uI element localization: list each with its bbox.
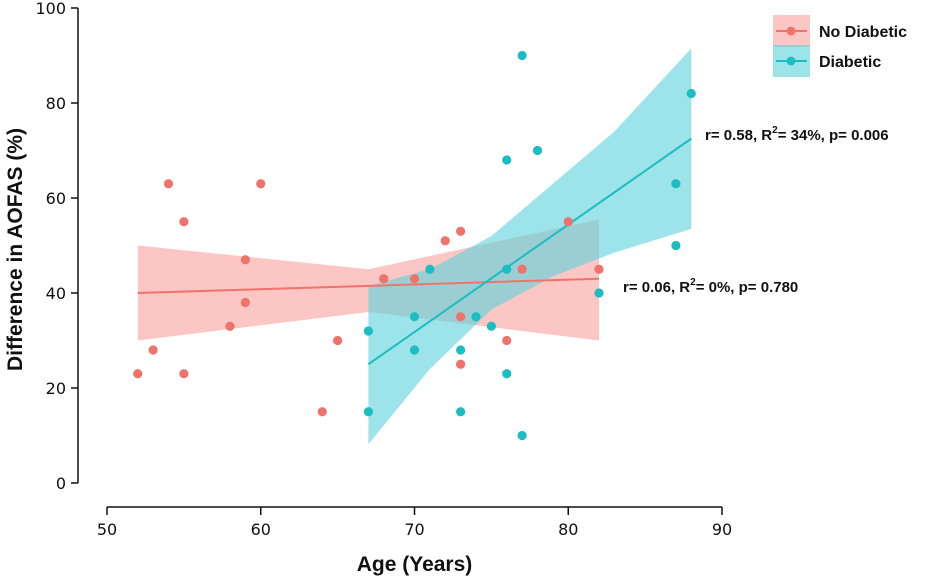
data-point-no-diabetic — [148, 345, 158, 355]
data-point-diabetic — [409, 345, 420, 355]
data-point-diabetic — [517, 430, 527, 441]
legend-swatch-point — [786, 26, 796, 36]
axes: 0 20 40 60 80 100 50 60 70 80 90 — [35, 0, 732, 539]
data-point-no-diabetic — [563, 217, 573, 227]
data-point-diabetic — [502, 155, 512, 165]
data-point-diabetic — [486, 321, 496, 331]
x-axis-title: Age (Years) — [357, 553, 473, 576]
data-point-no-diabetic — [225, 321, 235, 331]
fit-line-diabetic — [367, 137, 692, 366]
data-point-no-diabetic — [317, 407, 327, 417]
data-point-no-diabetic — [240, 255, 250, 265]
data-point-no-diabetic — [502, 335, 512, 346]
data-point-diabetic — [456, 407, 466, 417]
x-tick-label: 80 — [558, 520, 578, 539]
data-point-diabetic — [671, 240, 681, 251]
fit-line-no-diabetic — [137, 277, 600, 294]
data-point-no-diabetic — [179, 369, 189, 379]
data-point-no-diabetic — [256, 179, 266, 189]
stat-annotation-no-diabetic: r= 0.06, R2= 0%, p= 0.780 — [623, 277, 798, 296]
y-tick-label: 80 — [46, 94, 66, 113]
y-tick-label: 0 — [56, 474, 66, 493]
data-point-no-diabetic — [456, 312, 466, 322]
data-points — [133, 50, 696, 441]
data-point-no-diabetic — [440, 236, 450, 246]
annotations: r= 0.06, R2= 0%, p= 0.780 r= 0.58, R2= 34… — [623, 125, 889, 296]
data-point-no-diabetic — [333, 335, 343, 346]
x-tick-label: 70 — [404, 520, 424, 539]
data-point-no-diabetic — [179, 217, 189, 227]
legend-swatch-point — [786, 56, 796, 66]
y-tick-label: 40 — [46, 284, 66, 303]
legend: No Diabetic Diabetic — [773, 15, 907, 77]
data-point-diabetic — [594, 288, 604, 298]
data-point-diabetic — [532, 145, 543, 156]
y-tick-label: 20 — [46, 379, 66, 398]
data-point-no-diabetic — [456, 359, 466, 369]
data-point-no-diabetic — [240, 297, 250, 308]
y-tick-label: 100 — [35, 0, 66, 18]
legend-label-diabetic: Diabetic — [819, 54, 881, 71]
y-tick-label: 60 — [46, 189, 66, 208]
x-tick-label: 60 — [251, 520, 271, 539]
data-point-no-diabetic — [163, 179, 174, 189]
data-point-diabetic — [502, 369, 512, 379]
data-point-diabetic — [671, 179, 681, 189]
y-axis-title: Difference in AOFAS (%) — [4, 128, 27, 371]
stat-annotation-diabetic: r= 0.58, R2= 34%, p= 0.006 — [705, 125, 889, 144]
data-point-diabetic — [409, 312, 420, 322]
legend-label-no-diabetic: No Diabetic — [819, 24, 907, 41]
data-point-diabetic — [425, 264, 435, 274]
data-point-diabetic — [456, 345, 466, 355]
data-point-no-diabetic — [379, 274, 389, 284]
data-point-diabetic — [363, 407, 373, 417]
x-tick-label: 50 — [97, 520, 117, 539]
confidence-bands — [137, 48, 692, 445]
data-point-no-diabetic — [456, 226, 466, 236]
data-point-diabetic — [517, 50, 527, 61]
data-point-diabetic — [471, 312, 481, 322]
data-point-no-diabetic — [409, 274, 420, 284]
x-tick-label: 90 — [712, 520, 732, 539]
data-point-diabetic — [686, 88, 696, 99]
fit-lines — [137, 137, 692, 366]
confidence-band-diabetic — [368, 48, 692, 445]
data-point-no-diabetic — [133, 369, 143, 379]
data-point-no-diabetic — [517, 264, 527, 274]
data-point-diabetic — [502, 264, 512, 274]
data-point-no-diabetic — [594, 264, 604, 274]
data-point-diabetic — [363, 326, 373, 336]
